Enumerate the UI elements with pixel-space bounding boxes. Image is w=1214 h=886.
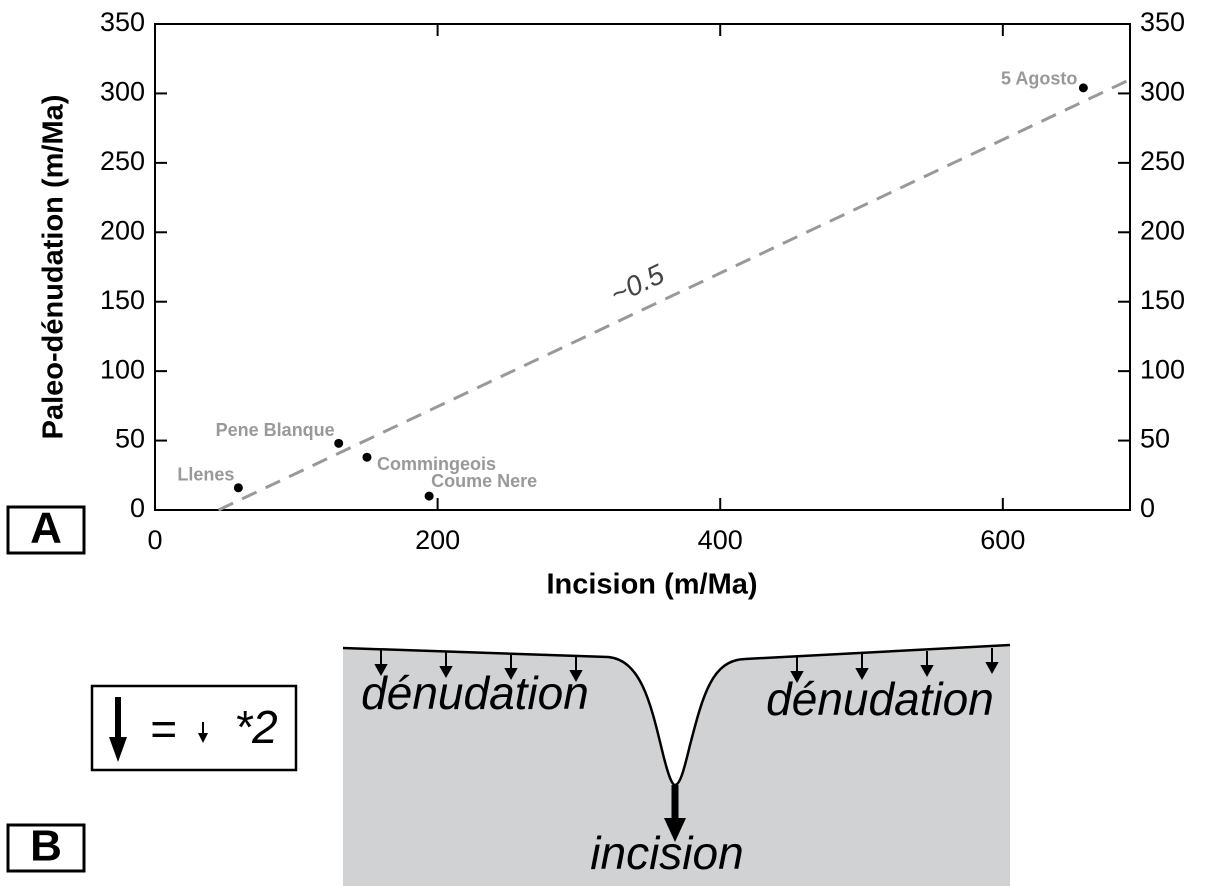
y2-tick-label: 300 <box>1140 77 1185 107</box>
y2-tick-label: 150 <box>1140 285 1185 315</box>
point-label: Commingeois <box>377 454 496 474</box>
y2-tick-label: 200 <box>1140 215 1185 245</box>
panel-box <box>6 505 86 555</box>
denudation-label: dénudation <box>361 667 589 719</box>
denudation-label: dénudation <box>766 673 994 725</box>
trend-line <box>217 78 1131 512</box>
terrain <box>343 645 1010 886</box>
point <box>233 483 243 493</box>
point <box>1078 83 1088 93</box>
x-tick-label: 400 <box>698 525 743 555</box>
point-label: Pene Blanque <box>216 420 335 440</box>
x-tick-label: 200 <box>415 525 460 555</box>
panel-label: A <box>30 504 62 553</box>
y-tick-label: 50 <box>115 424 145 454</box>
y2-tick-label: 50 <box>1140 424 1170 454</box>
y-axis-title: Paleo-dénudation (m/Ma) <box>38 95 70 440</box>
x-tick-label: 0 <box>147 525 162 555</box>
y-tick-label: 100 <box>100 354 145 384</box>
y2-tick-label: 0 <box>1140 493 1155 523</box>
diagram: dénudation dénudation incision = *2 <box>90 643 1011 886</box>
panel-box <box>6 823 86 873</box>
big-arrow-head <box>664 818 686 842</box>
x-axis-title: Incision (m/Ma) <box>546 569 757 601</box>
trend-label: ~0.5 <box>605 258 669 310</box>
point-label: 5 Agosto <box>1001 69 1077 89</box>
y2-tick-label: 100 <box>1140 354 1185 384</box>
y-tick-label: 150 <box>100 285 145 315</box>
point <box>334 438 344 448</box>
point <box>362 452 372 462</box>
legend-box <box>90 684 298 772</box>
legend-factor: *2 <box>234 701 277 753</box>
small-arrows <box>374 648 999 684</box>
y-tick-label: 350 <box>100 7 145 37</box>
legend-big-arrow-head <box>109 737 127 762</box>
y2-tick-label: 250 <box>1140 146 1185 176</box>
panel-label: B <box>30 822 62 871</box>
legend-small-arrow-head <box>198 733 208 743</box>
y-tick-label: 250 <box>100 146 145 176</box>
point <box>424 491 434 501</box>
y-tick-label: 200 <box>100 215 145 245</box>
point-label: Coume Nere <box>431 471 537 491</box>
legend-equals: = <box>150 703 177 755</box>
y-tick-label: 0 <box>130 493 145 523</box>
y2-tick-label: 350 <box>1140 7 1185 37</box>
x-tick-label: 600 <box>980 525 1025 555</box>
y-tick-label: 300 <box>100 77 145 107</box>
plot-frame <box>154 23 1131 511</box>
incision-label: incision <box>590 827 743 879</box>
point-label: Llenes <box>177 465 234 485</box>
chart: Incision (m/Ma) Paleo-dénudation (m/Ma) … <box>38 7 1185 601</box>
